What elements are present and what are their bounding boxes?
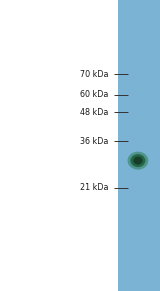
Text: 70 kDa: 70 kDa bbox=[80, 70, 109, 79]
Ellipse shape bbox=[133, 157, 143, 165]
Ellipse shape bbox=[128, 152, 148, 170]
Ellipse shape bbox=[130, 154, 145, 167]
Text: 60 kDa: 60 kDa bbox=[80, 90, 109, 99]
Text: 36 kDa: 36 kDa bbox=[80, 137, 109, 146]
Text: 48 kDa: 48 kDa bbox=[80, 108, 109, 116]
Text: 21 kDa: 21 kDa bbox=[80, 183, 109, 192]
Bar bbox=[118, 0, 160, 291]
